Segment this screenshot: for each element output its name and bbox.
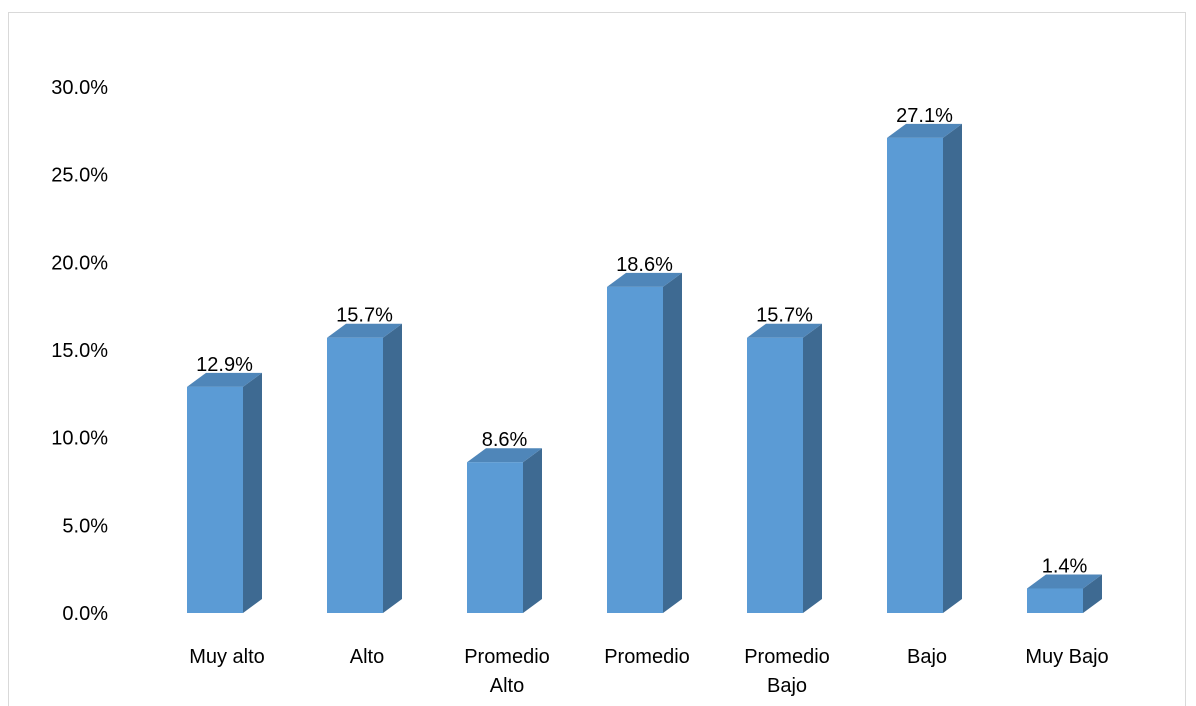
bar-top	[187, 372, 262, 387]
bar-top	[467, 448, 542, 463]
bar	[747, 323, 822, 613]
x-tick-label: Alto	[490, 675, 524, 697]
bar-top	[327, 323, 402, 338]
bar-side	[243, 372, 262, 613]
bar-front	[327, 337, 383, 613]
bar-front	[887, 137, 943, 613]
bar-front	[1027, 588, 1083, 613]
x-axis: Muy alto Alto Promedio Alto Promedio Promedio…	[189, 646, 1108, 697]
y-tick-label: 5.0%	[62, 515, 108, 537]
bar	[467, 448, 542, 613]
y-tick-label: 25.0%	[51, 165, 108, 187]
x-tick-label: Alto	[350, 646, 384, 668]
data-label: 8.6%	[482, 429, 528, 451]
data-label: 12.9%	[196, 354, 253, 376]
bar-front	[187, 386, 243, 613]
x-tick-label: Bajo	[907, 646, 947, 668]
chart-frame	[8, 12, 1186, 706]
bar-front	[467, 462, 523, 613]
bar-front	[607, 286, 663, 613]
data-labels: 12.9% 15.7% 8.6% 18.6% 15.7% 27.1% 1.4%	[196, 105, 1087, 578]
x-tick-label: Promedio	[464, 646, 550, 668]
y-tick-label: 0.0%	[62, 603, 108, 625]
bar-top	[747, 323, 822, 338]
bar-side	[1083, 574, 1102, 613]
y-tick-label: 30.0%	[51, 77, 108, 99]
bar-side	[803, 323, 822, 613]
y-tick-label: 15.0%	[51, 340, 108, 362]
bar	[327, 323, 402, 613]
bar-side	[943, 123, 962, 613]
bar	[887, 123, 962, 613]
bar	[1027, 574, 1102, 613]
data-label: 18.6%	[616, 254, 673, 276]
y-tick-label: 20.0%	[51, 252, 108, 274]
bar-side	[383, 323, 402, 613]
bar-top	[887, 123, 962, 138]
x-tick-label: Bajo	[767, 675, 807, 697]
x-tick-label: Promedio	[744, 646, 830, 668]
data-label: 15.7%	[756, 305, 813, 327]
bar-top	[1027, 574, 1102, 589]
bar	[607, 272, 682, 613]
x-tick-label: Muy alto	[189, 646, 265, 668]
y-axis: 0.0% 5.0% 10.0% 15.0% 20.0% 25.0% 30.0%	[51, 77, 108, 625]
data-label: 27.1%	[896, 105, 953, 127]
bar-front	[747, 337, 803, 613]
bars	[187, 123, 1102, 613]
bar-side	[523, 448, 542, 613]
bar-side	[663, 272, 682, 613]
bar	[187, 372, 262, 613]
x-tick-label: Muy Bajo	[1025, 646, 1108, 668]
x-tick-label: Promedio	[604, 646, 690, 668]
data-label: 1.4%	[1042, 555, 1088, 577]
bar-top	[607, 272, 682, 287]
data-label: 15.7%	[336, 305, 393, 327]
y-tick-label: 10.0%	[51, 428, 108, 450]
